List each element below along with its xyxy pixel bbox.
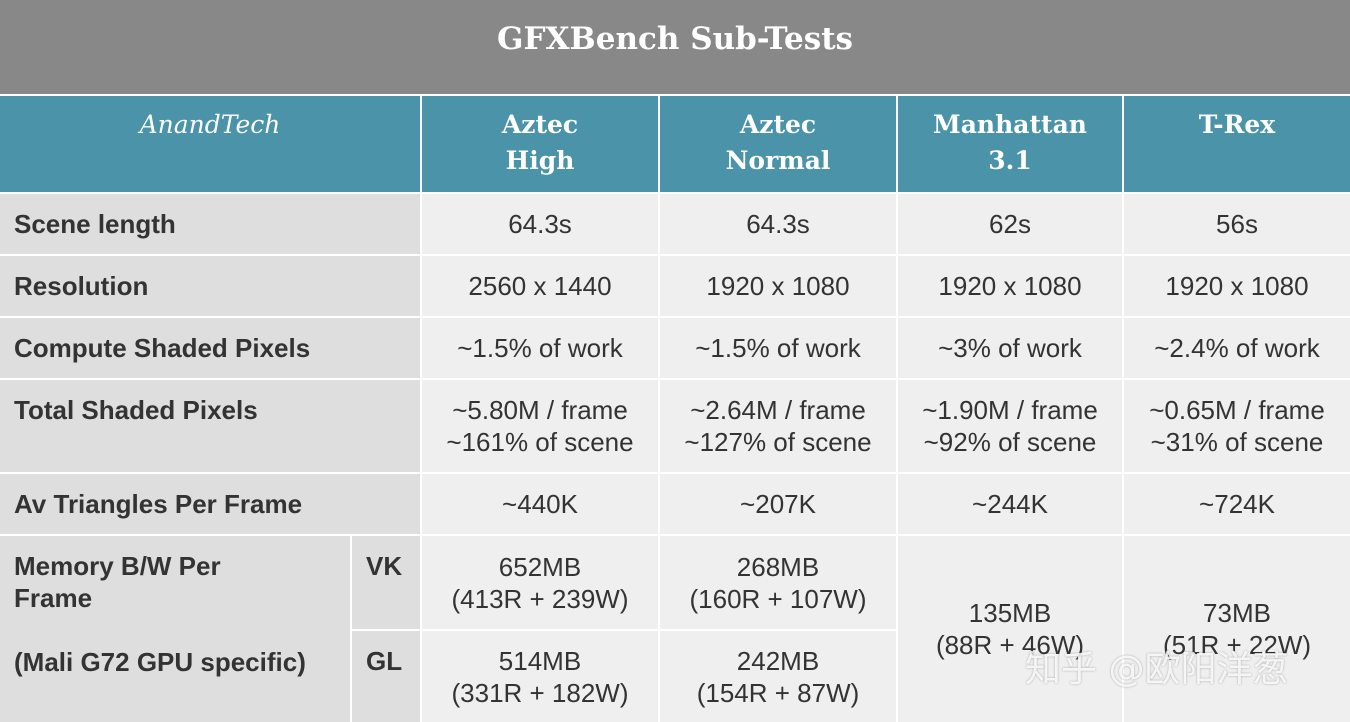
label-text: Frame [14,583,93,613]
cell-line: ~1.90M / frame [922,395,1098,425]
data-cell: 135MB (88R + 46W) [898,536,1122,722]
cell-line: ~440K [502,489,578,519]
header-line: Aztec [501,110,579,139]
table-title: GFXBench Sub-Tests [0,0,1350,94]
data-cell: 56s [1124,194,1350,254]
data-cell: ~0.65M / frame ~31% of scene [1124,380,1350,472]
cell-line: 62s [989,209,1031,239]
cell-line: 64.3s [746,209,810,239]
header-line: Manhattan [933,110,1087,139]
cell-line: ~5.80M / frame [452,395,628,425]
data-cell: 242MB (154R + 87W) [660,631,896,722]
cell-line: ~207K [740,489,816,519]
cell-line: ~244K [972,489,1048,519]
cell-line: 242MB [736,645,820,676]
data-cell: ~440K [422,474,658,534]
data-cell: ~5.80M / frame ~161% of scene [422,380,658,472]
data-cell: 73MB (51R + 22W) [1124,536,1350,722]
data-cell: 268MB (160R + 107W) [660,536,896,629]
data-cell: 1920 x 1080 [1124,256,1350,316]
cell-line: ~0.65M / frame [1149,395,1325,425]
label-text: Av Triangles Per Frame [14,489,303,519]
row-label: Scene length [0,194,420,254]
column-header: Aztec High [422,96,658,192]
cell-line: 56s [1216,209,1258,239]
data-cell: 1920 x 1080 [660,256,896,316]
cell-line: 64.3s [508,209,572,239]
row-label: Resolution [0,256,420,316]
data-cell: 514MB (331R + 182W) [422,631,658,722]
cell-line: (51R + 22W) [1162,630,1312,660]
column-header: Manhattan 3.1 [898,96,1122,192]
cell-line: (160R + 107W) [689,583,867,614]
label-text: Memory B/W Per [14,551,221,581]
column-header: T-Rex [1124,96,1350,192]
api-name: VK [366,551,403,581]
cell-line: (88R + 46W) [935,630,1085,660]
row-label: Total Shaded Pixels [0,380,420,472]
cell-line: ~2.64M / frame [690,395,866,425]
api-label: VK [352,536,420,629]
cell-line: ~92% of scene [923,427,1097,457]
data-cell: ~3% of work [898,318,1122,378]
cell-line: 2560 x 1440 [468,271,612,301]
cell-line: (154R + 87W) [696,677,860,708]
label-text: Compute Shaded Pixels [14,333,311,363]
label-text: Resolution [14,271,149,301]
cell-line: (413R + 239W) [451,583,629,614]
cell-line: 652MB [498,551,582,582]
data-cell: ~244K [898,474,1122,534]
data-cell: 2560 x 1440 [422,256,658,316]
cell-line: (331R + 182W) [451,677,629,708]
header-line: 3.1 [988,146,1032,175]
cell-line: ~127% of scene [684,427,872,457]
header-line: High [505,146,575,175]
corner-label: AnandTech [139,110,281,139]
data-cell: 652MB (413R + 239W) [422,536,658,629]
row-label: Memory B/W Per Frame (Mali G72 GPU specifi… [0,536,350,722]
data-cell: ~1.5% of work [422,318,658,378]
cell-line: ~3% of work [938,333,1082,363]
data-cell: ~207K [660,474,896,534]
cell-line: ~161% of scene [446,427,634,457]
header-line: T-Rex [1198,110,1276,139]
data-cell: 62s [898,194,1122,254]
cell-line: 1920 x 1080 [706,271,850,301]
cell-line: ~1.5% of work [457,333,623,363]
row-label: Av Triangles Per Frame [0,474,420,534]
cell-line: ~724K [1199,489,1275,519]
cell-line: 1920 x 1080 [1165,271,1309,301]
data-cell: ~2.4% of work [1124,318,1350,378]
cell-line: ~2.4% of work [1154,333,1320,363]
column-header: Aztec Normal [660,96,896,192]
data-cell: ~724K [1124,474,1350,534]
cell-line: ~31% of scene [1150,427,1324,457]
data-cell: 64.3s [422,194,658,254]
api-label: GL [352,631,420,722]
data-cell: 1920 x 1080 [898,256,1122,316]
watermark: 知乎 @欧阳洋葱 [1025,649,1289,690]
header-line: Normal [725,146,831,175]
data-cell: ~1.90M / frame ~92% of scene [898,380,1122,472]
cell-line: ~1.5% of work [695,333,861,363]
api-name: GL [366,646,403,676]
header-line: Aztec [739,110,817,139]
cell-line: 73MB [1203,598,1271,628]
header-corner: AnandTech [0,96,420,192]
cell-line: 514MB [498,645,582,676]
data-cell: ~2.64M / frame ~127% of scene [660,380,896,472]
cell-line: 268MB [736,551,820,582]
cell-line: 135MB [968,598,1052,628]
label-text: Scene length [14,209,176,239]
cell-line: 1920 x 1080 [938,271,1082,301]
label-note: (Mali G72 GPU specific) [14,647,306,677]
data-cell: ~1.5% of work [660,318,896,378]
row-label: Compute Shaded Pixels [0,318,420,378]
data-cell: 64.3s [660,194,896,254]
label-text: Total Shaded Pixels [14,395,258,425]
